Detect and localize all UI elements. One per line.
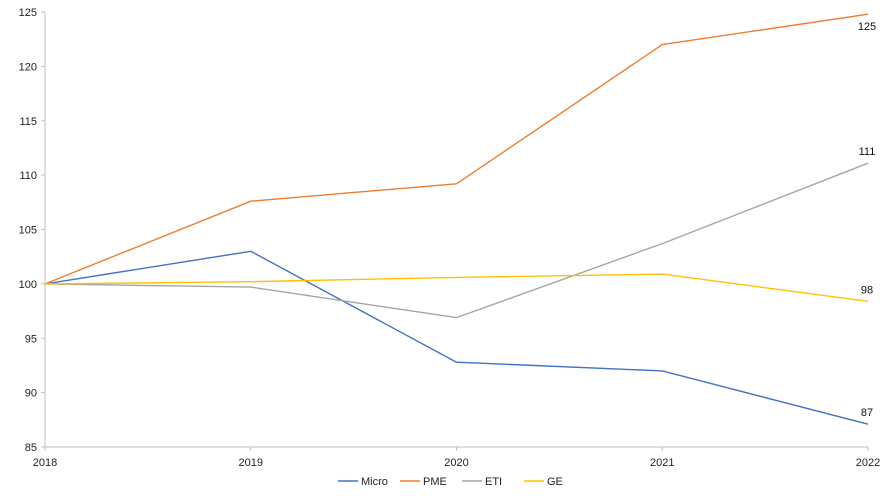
y-tick-label: 125 xyxy=(19,7,37,19)
series-line-ge xyxy=(44,273,869,302)
x-tick-label: 2020 xyxy=(444,457,468,469)
end-label-eti: 111 xyxy=(859,146,876,158)
end-label-pme: 125 xyxy=(858,21,876,33)
legend-label-micro: Micro xyxy=(361,476,388,488)
y-tick-label: 120 xyxy=(19,61,37,73)
end-label-micro: 87 xyxy=(861,407,873,419)
end-label-ge: 98 xyxy=(861,284,873,296)
series-layer xyxy=(44,13,869,425)
end-labels: 87 125 111 98 xyxy=(858,21,876,419)
y-tick-label: 90 xyxy=(25,388,37,400)
series-line-eti xyxy=(44,162,869,319)
y-tick-label: 100 xyxy=(19,279,37,291)
x-tick-label: 2021 xyxy=(650,457,674,469)
y-tick-label: 105 xyxy=(19,225,37,237)
chart-axes: 85 90 95 100 105 110 115 120 125 2018 2019 2020 2021… xyxy=(19,7,881,469)
legend-label-eti: ETI xyxy=(485,476,502,488)
y-tick-label: 85 xyxy=(25,442,37,454)
series-line-micro xyxy=(44,250,869,425)
y-tick-label: 115 xyxy=(19,116,37,128)
x-tick-label: 2018 xyxy=(33,457,57,469)
legend-label-pme: PME xyxy=(423,476,447,488)
series-line-pme xyxy=(44,13,869,285)
y-tick-label: 95 xyxy=(25,333,37,345)
x-tick-label: 2019 xyxy=(239,457,263,469)
legend: Micro PME ETI GE xyxy=(338,476,563,488)
x-tick-label: 2022 xyxy=(856,457,880,469)
y-tick-label: 110 xyxy=(19,170,37,182)
legend-label-ge: GE xyxy=(547,476,563,488)
